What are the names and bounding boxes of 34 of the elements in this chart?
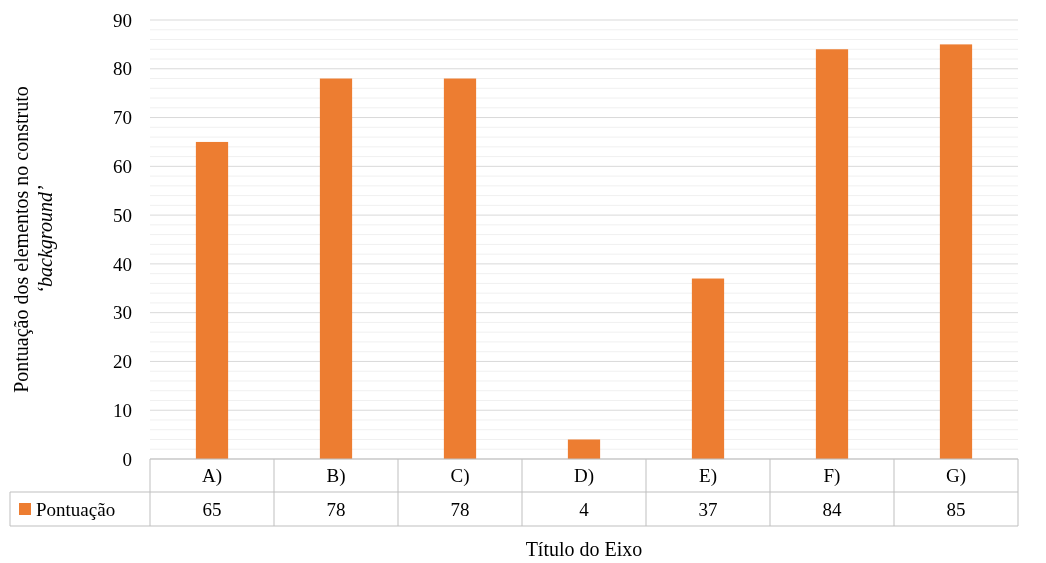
- legend-label: Pontuação: [36, 498, 116, 520]
- x-tick-label: G): [945, 465, 967, 488]
- x-tick-label: D): [573, 465, 595, 488]
- bar: [443, 78, 477, 459]
- bar: [195, 141, 229, 459]
- data-label: 78: [326, 498, 346, 520]
- x-tick-label: C): [450, 465, 470, 488]
- x-tick-label: F): [823, 465, 841, 488]
- x-tick-label: A): [201, 465, 223, 488]
- y-tick-label: 60: [113, 155, 132, 177]
- y-axis-title: Pontuação dos elementos no construto ‘background’: [10, 86, 57, 393]
- data-label: 4: [579, 498, 590, 520]
- bar: [815, 49, 849, 459]
- y-tick-label: 0: [122, 448, 132, 470]
- y-tick-label: 80: [113, 58, 132, 80]
- y-tick-label: 20: [113, 351, 132, 373]
- x-axis-title: Título do Eixo: [525, 538, 643, 560]
- y-tick-label: 10: [113, 399, 132, 421]
- data-label: 37: [698, 498, 718, 520]
- y-tick-label: 90: [113, 9, 132, 31]
- y-tick-label: 30: [113, 302, 132, 324]
- y-tick-label: 40: [113, 253, 132, 275]
- y-tick-label: 70: [113, 107, 132, 129]
- x-tick-label: E): [699, 465, 717, 488]
- x-tick-label: B): [326, 465, 346, 488]
- bar: [939, 44, 973, 459]
- y-tick-label: 50: [113, 204, 132, 226]
- data-label: 85: [946, 498, 966, 520]
- bar: [691, 278, 725, 459]
- bar: [319, 78, 353, 459]
- data-label: 65: [202, 498, 222, 520]
- data-label: 84: [822, 498, 842, 520]
- bar: [567, 439, 601, 459]
- data-label: 78: [450, 498, 470, 520]
